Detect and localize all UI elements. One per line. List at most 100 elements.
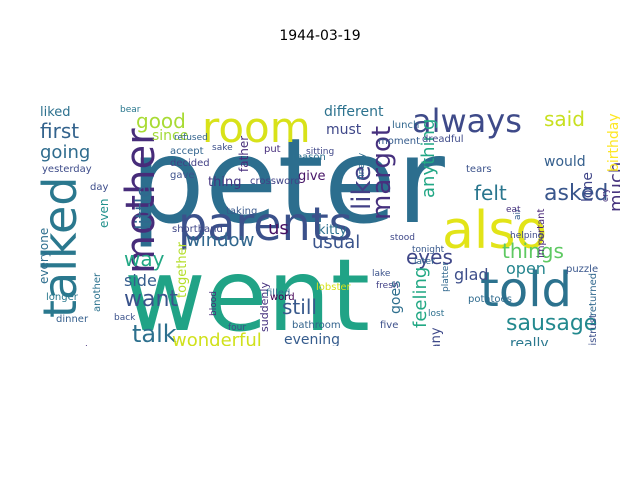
- word-back: back: [114, 313, 136, 323]
- word-went: went: [124, 237, 370, 346]
- word-stood: stood: [390, 233, 415, 243]
- word-father: father: [237, 136, 251, 172]
- word-many: many: [429, 327, 444, 346]
- word-since: since: [152, 128, 188, 144]
- word-potatoes: potatoes: [468, 294, 512, 305]
- word-everyone: everyone: [37, 228, 51, 284]
- word-sausage: sausage: [506, 311, 597, 336]
- word-lobster: lobster: [316, 282, 352, 293]
- word-accept: accept: [170, 146, 204, 157]
- word-liked: liked: [40, 105, 71, 120]
- word-felt: felt: [474, 181, 507, 205]
- word-first: first: [40, 119, 79, 143]
- word-open: open: [506, 259, 546, 278]
- word-wonderful: wonderful: [172, 330, 262, 346]
- word-lunch: lunch: [392, 120, 419, 131]
- word-goes: goes: [388, 281, 404, 314]
- word-parents: parents: [178, 197, 353, 251]
- word-give: give: [298, 169, 326, 184]
- word-going: going: [40, 142, 90, 163]
- word-way: way: [124, 247, 165, 271]
- word-puzzle: puzzle: [566, 264, 598, 275]
- figure-title: 1944-03-19: [279, 28, 361, 44]
- word-lone: lone: [580, 172, 596, 202]
- word-tonight: tonight: [412, 245, 445, 255]
- word-thing: thing: [208, 175, 241, 190]
- word-put: put: [264, 144, 281, 155]
- word-reason: reason: [292, 152, 326, 163]
- word-lake: lake: [372, 269, 391, 279]
- word-refused: refused: [174, 133, 208, 143]
- word-word: word: [270, 292, 295, 303]
- word-good: good: [136, 109, 186, 133]
- word-moment: moment: [378, 136, 420, 147]
- word-always: always: [412, 102, 522, 140]
- word-us: us: [268, 218, 289, 239]
- word-five: five: [380, 320, 398, 331]
- word-dinner: dinner: [56, 314, 89, 325]
- word-bathroom: bathroom: [292, 320, 341, 331]
- word-suddenly: suddenly: [258, 282, 271, 332]
- word-taking: taking: [226, 206, 257, 217]
- word-returned: returned: [588, 273, 599, 316]
- word-peter: peter: [130, 112, 445, 250]
- word-tears: tears: [466, 164, 492, 175]
- word-much: much: [606, 162, 620, 212]
- word-things: things: [502, 239, 564, 263]
- word-bear: bear: [120, 105, 141, 115]
- word-different: different: [324, 104, 384, 120]
- word-decided: decided: [170, 158, 210, 169]
- word-shorthand: shorthand: [172, 224, 223, 235]
- word-little: little: [131, 185, 155, 230]
- word-asked: asked: [544, 181, 608, 206]
- word-yesterday: yesterday: [42, 164, 92, 175]
- word-finally: finally: [357, 152, 367, 180]
- word-also: also: [442, 201, 547, 261]
- word-eyes: eyes: [406, 245, 453, 269]
- word-birthday: birthday: [606, 113, 620, 172]
- word-helping: helping: [510, 231, 543, 241]
- word-cry: cry: [601, 187, 611, 202]
- word-day: day: [90, 182, 108, 193]
- word-side: side: [124, 271, 157, 290]
- word-eat: eat: [506, 205, 521, 215]
- word-want: want: [124, 287, 178, 312]
- word-room: room: [202, 103, 311, 152]
- word-really: really: [510, 336, 549, 346]
- word-sitting: sitting: [306, 147, 334, 157]
- word-still: still: [282, 295, 317, 319]
- word-cloud: peter went parents also talked told room mother…: [36, 52, 620, 346]
- word-would: would: [544, 154, 586, 170]
- word-crossword: crossword: [250, 176, 301, 187]
- word-gave: gave: [170, 170, 195, 181]
- word-platter: platter: [441, 262, 451, 292]
- word-four: four: [228, 323, 246, 333]
- word-talked: talked: [36, 176, 87, 318]
- word-told: told: [480, 262, 572, 318]
- word-evening: evening: [284, 332, 340, 346]
- word-together: together: [175, 241, 190, 298]
- word-margot: margot: [367, 126, 397, 220]
- word-distrust: distrust: [588, 314, 599, 346]
- word-said: said: [544, 107, 585, 131]
- word-sake: sake: [212, 143, 233, 153]
- word-anything: anything: [418, 119, 439, 198]
- word-important: important: [536, 209, 547, 258]
- word-talk: talk: [132, 320, 177, 346]
- word-blood: blood: [209, 291, 219, 316]
- word-longer: longer: [46, 292, 79, 303]
- word-another: another: [92, 272, 103, 312]
- word-filled: filled: [266, 288, 290, 299]
- word-fresh: fresh: [376, 281, 399, 291]
- word-like: like: [347, 165, 377, 210]
- word-mother: mother: [118, 128, 164, 274]
- word-air: air: [513, 208, 523, 220]
- word-even: even: [97, 199, 111, 228]
- word-window: window: [186, 230, 254, 251]
- word-usual: usual: [312, 232, 360, 253]
- word-must: must: [326, 122, 362, 138]
- word-later: later: [414, 257, 435, 267]
- word-lost: lost: [428, 309, 445, 319]
- word-feeling: feeling: [410, 267, 431, 328]
